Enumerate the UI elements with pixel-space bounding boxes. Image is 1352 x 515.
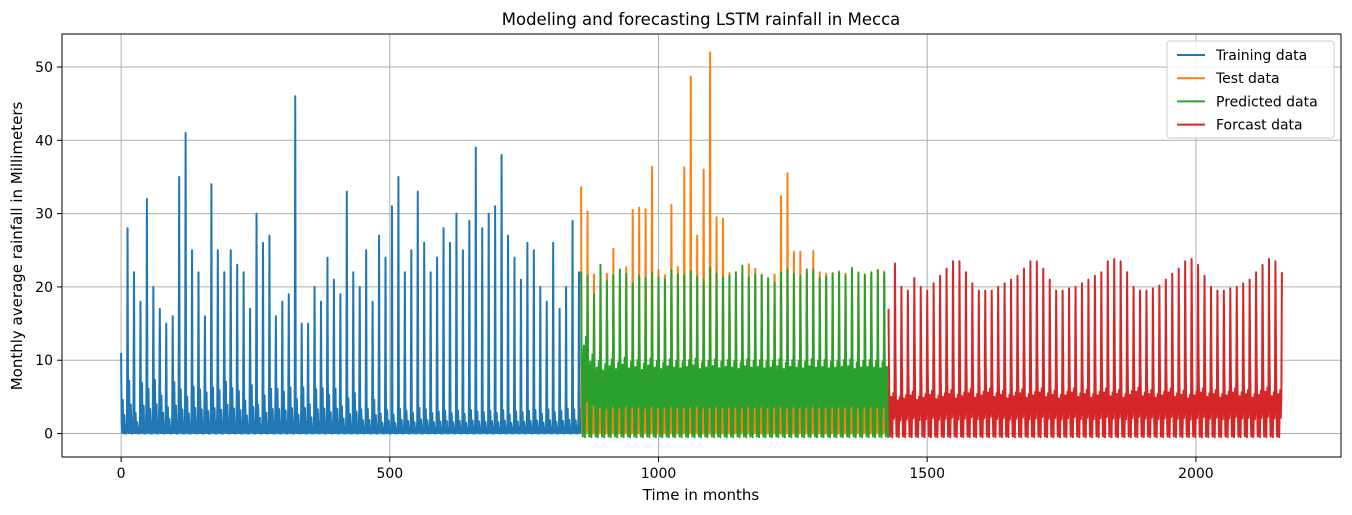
legend-label: Predicted data bbox=[1216, 94, 1318, 110]
legend-label: Forcast data bbox=[1216, 118, 1303, 134]
legend: Training data Test data Predicted data Forc… bbox=[1166, 40, 1335, 139]
y-tick-label: 40 bbox=[35, 133, 53, 149]
chart-title: Modeling and forecasting LSTM rainfall i… bbox=[502, 10, 901, 29]
axis-ticks: 0 500 1000 1500 2000 0 10 20 30 40 50 bbox=[35, 60, 1214, 482]
y-tick-label: 50 bbox=[35, 60, 53, 76]
series-line-predicted-data bbox=[580, 263, 890, 439]
plot-frame bbox=[61, 33, 1342, 458]
x-tick-label: 0 bbox=[117, 466, 126, 482]
plot-series-group bbox=[120, 51, 1283, 439]
x-tick-label: 1500 bbox=[909, 466, 945, 482]
y-axis-label: Monthly average rainfall in Millimeters bbox=[8, 102, 26, 391]
x-tick-label: 1000 bbox=[641, 466, 677, 482]
series-line-forcast-data bbox=[887, 258, 1283, 439]
legend-label: Training data bbox=[1215, 48, 1307, 64]
y-tick-label: 10 bbox=[35, 353, 53, 369]
legend-box bbox=[1166, 40, 1335, 139]
y-tick-label: 30 bbox=[35, 207, 53, 223]
x-axis-label: Time in months bbox=[642, 486, 760, 504]
x-tick-label: 500 bbox=[376, 466, 403, 482]
series-line-training-data bbox=[120, 95, 583, 435]
legend-label: Test data bbox=[1215, 71, 1280, 87]
x-tick-label: 2000 bbox=[1178, 466, 1214, 482]
y-tick-label: 0 bbox=[44, 427, 53, 443]
y-tick-label: 20 bbox=[35, 280, 53, 296]
